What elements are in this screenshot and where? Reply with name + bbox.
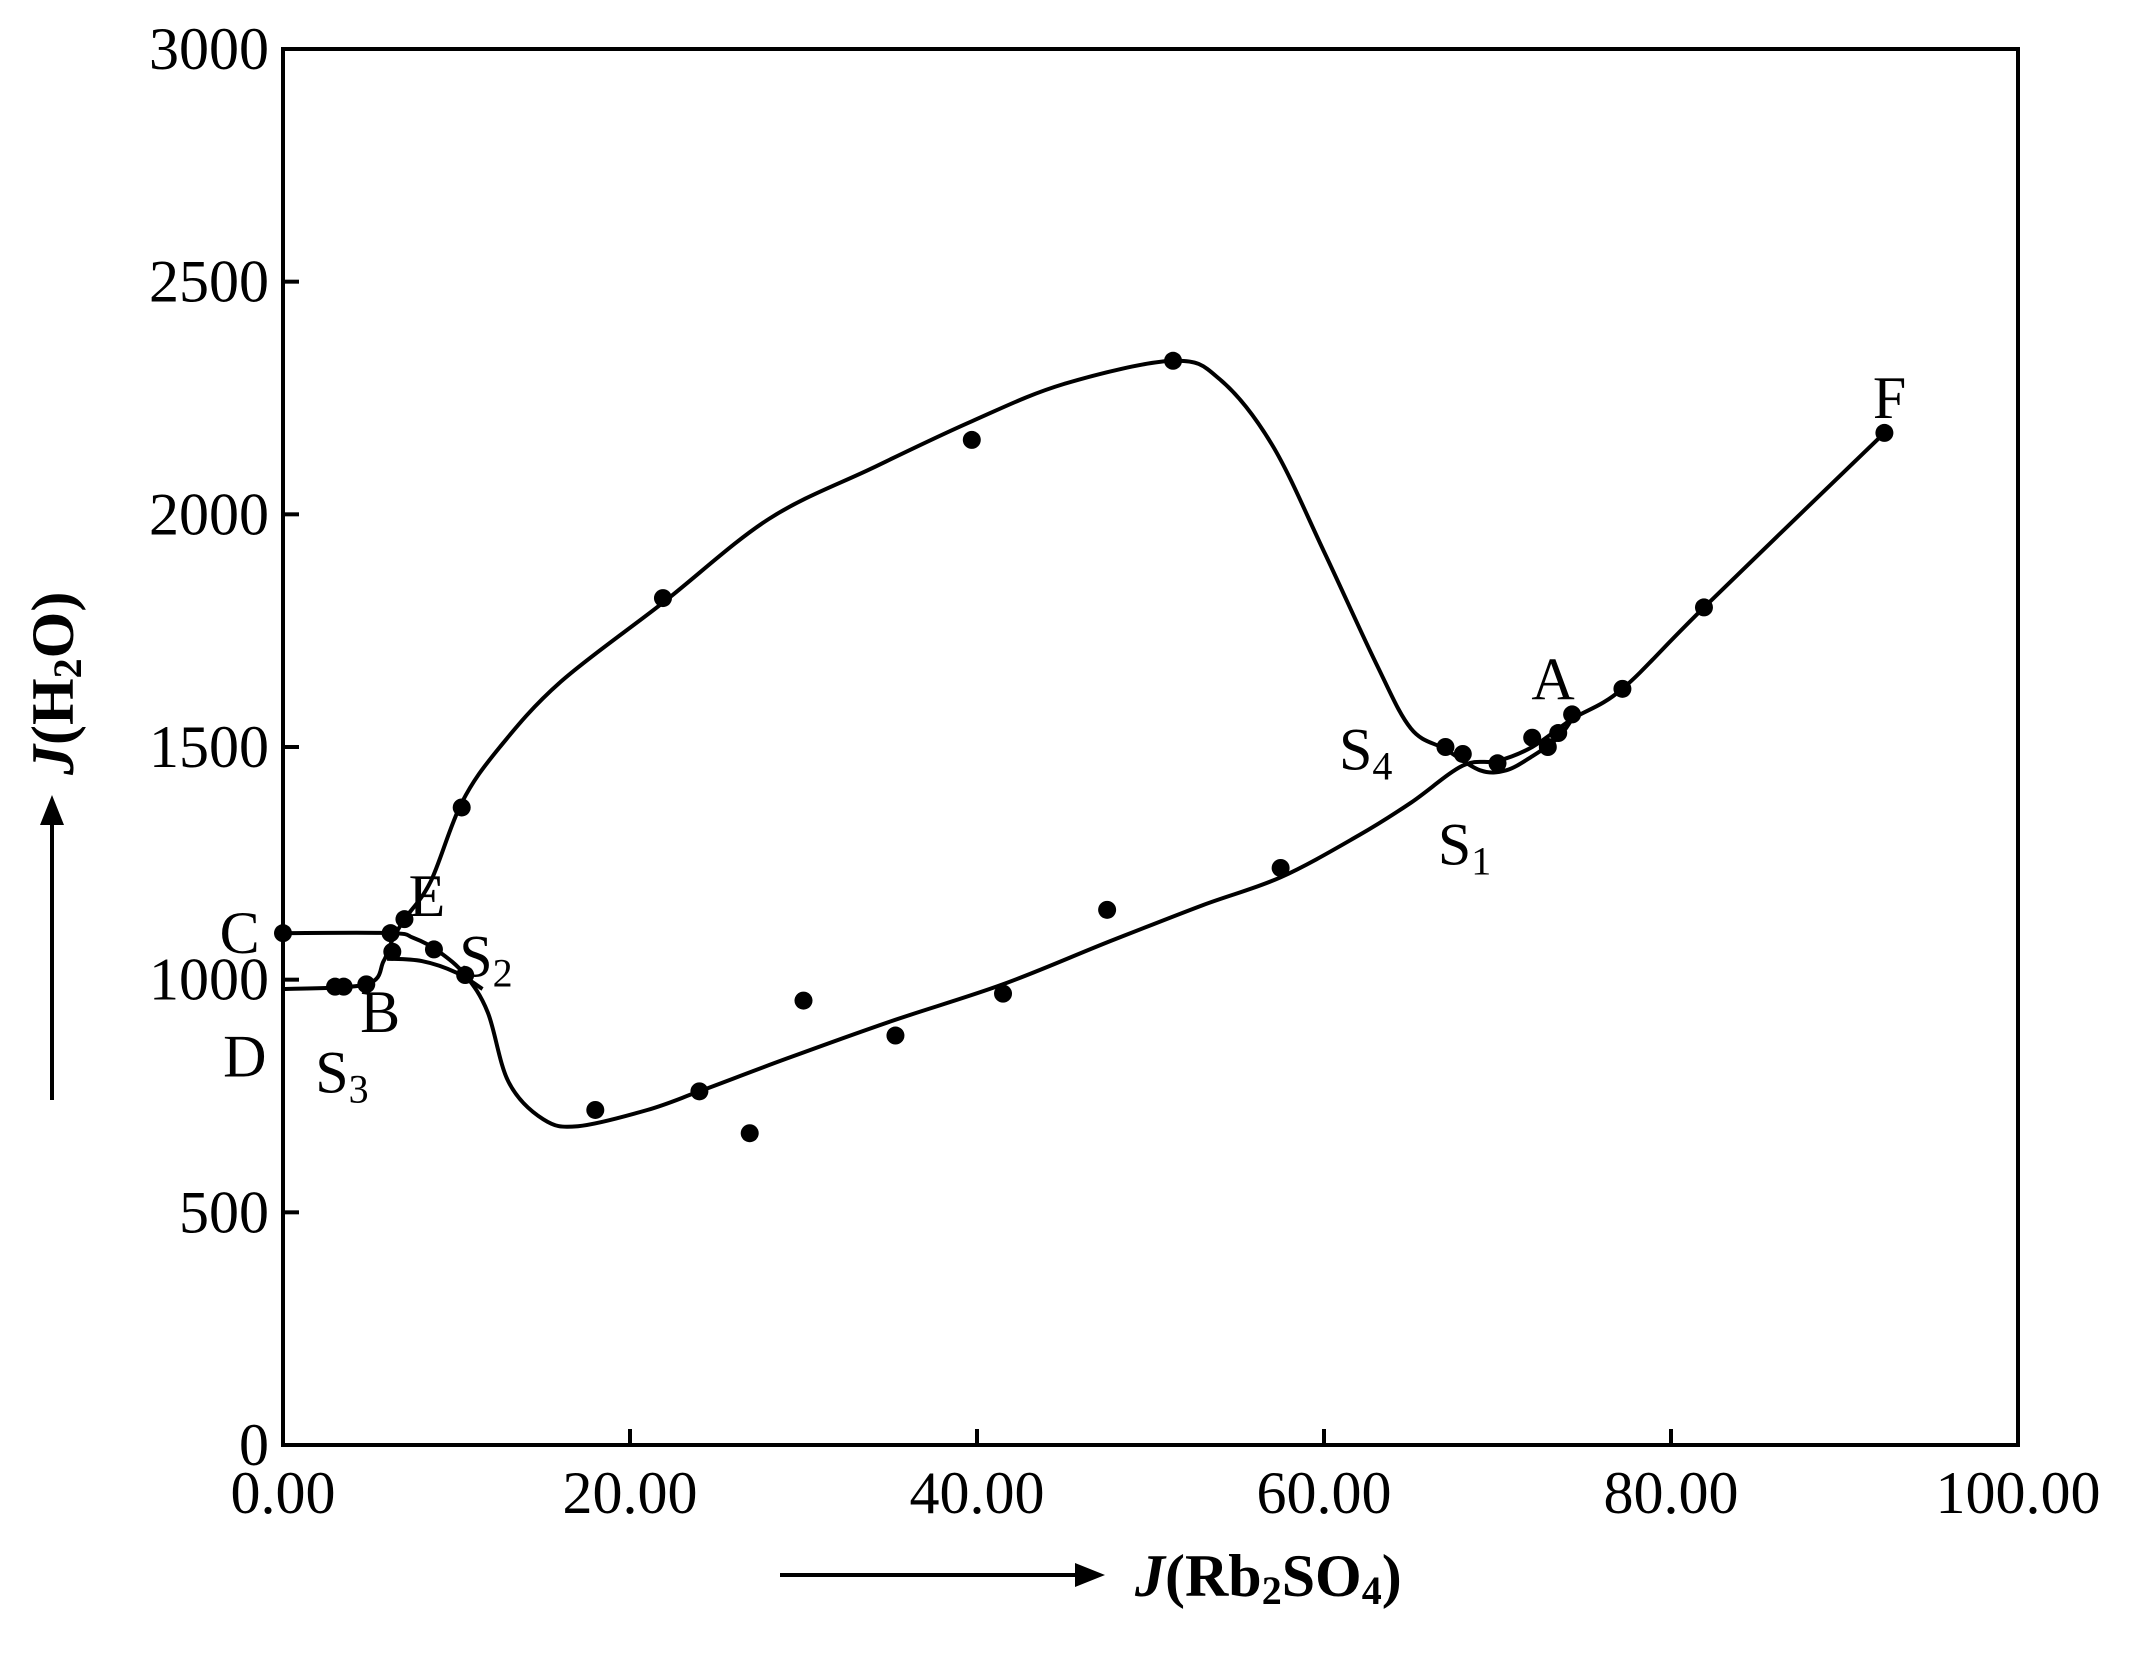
data-point bbox=[452, 798, 471, 817]
x-axis-title-group: J(Rb2SO4) bbox=[780, 1543, 1402, 1613]
data-point bbox=[1549, 724, 1568, 743]
data-point bbox=[1875, 423, 1894, 442]
data-point bbox=[886, 1026, 905, 1045]
ticks-layer: 0.00 20.00 40.00 60.00 80.00 100.00 0 500 1000 15… bbox=[149, 16, 2101, 1526]
y-tick-label: 500 bbox=[179, 1179, 269, 1245]
point-label-f: F bbox=[1873, 365, 1906, 431]
y-tick-label: 2000 bbox=[149, 481, 269, 547]
y-axis-title-group: J(H2O) bbox=[20, 592, 90, 1100]
data-point bbox=[357, 975, 376, 994]
curve-1 bbox=[282, 431, 1886, 1129]
point-label-e: E bbox=[409, 863, 446, 929]
data-point bbox=[1271, 858, 1290, 877]
data-point bbox=[653, 589, 672, 608]
data-point bbox=[1164, 351, 1183, 370]
data-point bbox=[1453, 744, 1472, 763]
points-layer bbox=[274, 351, 1894, 1143]
curves-layer bbox=[282, 358, 1886, 1129]
plot-frame bbox=[281, 47, 2020, 1447]
y-tick-label: 2500 bbox=[149, 249, 269, 315]
data-point bbox=[994, 984, 1013, 1003]
point-label-b: B bbox=[360, 979, 400, 1045]
x-tick-label: 80.00 bbox=[1604, 1460, 1739, 1526]
y-tick-label: 3000 bbox=[149, 16, 269, 82]
data-point bbox=[456, 966, 475, 985]
y-axis-title: J(H2O) bbox=[20, 592, 90, 776]
data-point bbox=[740, 1124, 759, 1143]
data-point bbox=[1098, 900, 1117, 919]
data-point bbox=[424, 940, 443, 959]
data-point bbox=[1436, 738, 1455, 756]
point-label-a: A bbox=[1531, 647, 1574, 713]
point-label-s2: S2 bbox=[459, 923, 512, 995]
curve-2 bbox=[386, 956, 484, 991]
data-point bbox=[794, 991, 813, 1010]
data-point bbox=[395, 910, 414, 929]
point-label-d: D bbox=[223, 1023, 266, 1089]
y-tick-label: 1500 bbox=[149, 714, 269, 780]
data-point bbox=[690, 1082, 709, 1101]
x-tick-label: 60.00 bbox=[1257, 1460, 1392, 1526]
x-tick-label: 40.00 bbox=[910, 1460, 1045, 1526]
x-tick-label: 0.00 bbox=[231, 1460, 336, 1526]
x-tick-label: 100.00 bbox=[1936, 1460, 2101, 1526]
data-point bbox=[1694, 598, 1713, 617]
data-point bbox=[1563, 705, 1582, 724]
data-point bbox=[383, 942, 402, 961]
data-point bbox=[1523, 728, 1542, 747]
y-axis-arrowhead bbox=[40, 795, 64, 825]
y-tick-label: 0 bbox=[239, 1412, 269, 1478]
data-point bbox=[1613, 679, 1632, 698]
data-point bbox=[1538, 738, 1557, 756]
point-label-s3: S3 bbox=[315, 1040, 368, 1112]
data-point bbox=[334, 977, 353, 996]
x-tick-label: 20.00 bbox=[563, 1460, 698, 1526]
curve-0 bbox=[282, 358, 1574, 991]
point-label-s4: S4 bbox=[1339, 716, 1392, 788]
x-axis-arrowhead bbox=[1075, 1563, 1105, 1587]
x-axis-title: J(Rb2SO4) bbox=[1134, 1543, 1402, 1613]
data-point bbox=[381, 924, 400, 943]
point-label-c: C bbox=[220, 900, 260, 966]
y-tick-label: 1000 bbox=[149, 947, 269, 1013]
data-point bbox=[586, 1100, 605, 1119]
point-label-s1: S1 bbox=[1438, 812, 1491, 884]
data-point bbox=[1488, 754, 1507, 773]
data-point bbox=[962, 430, 981, 449]
